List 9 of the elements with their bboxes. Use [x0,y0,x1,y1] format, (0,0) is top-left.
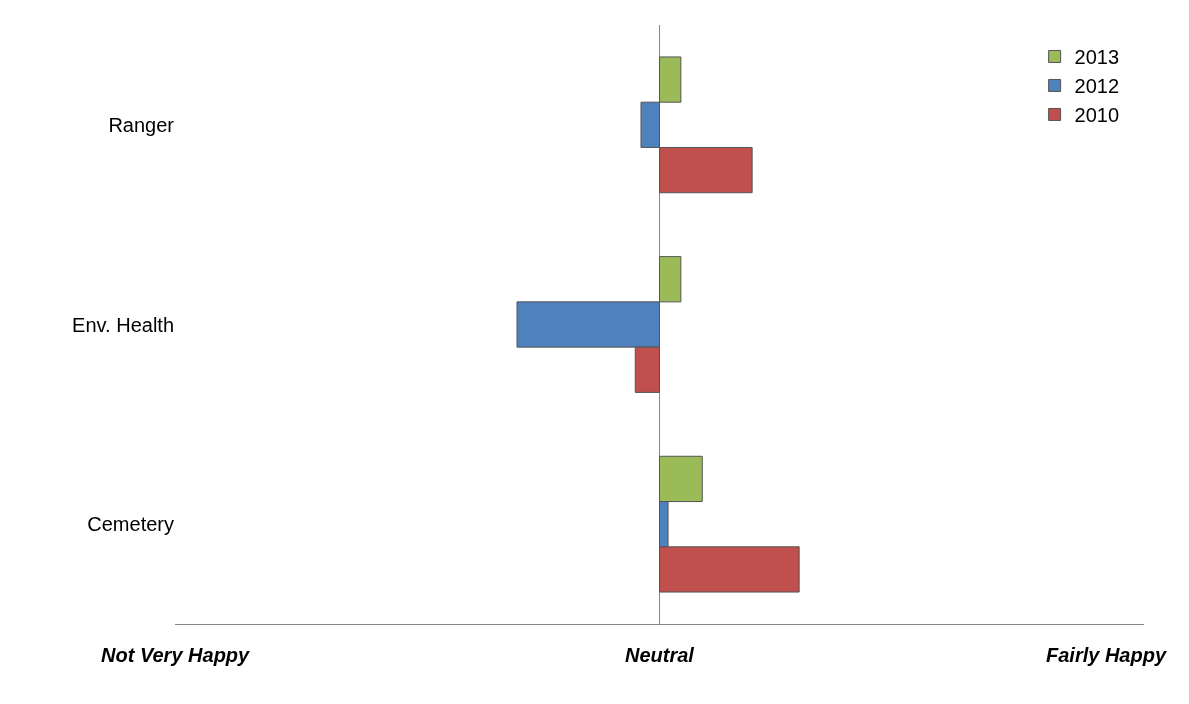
y-tick-label: Env. Health [72,313,174,336]
text: Not Very Happy [101,644,251,666]
legend-label: 2012 [1074,75,1120,98]
y-tick-label: Cemetery [87,513,174,536]
text: Neutral [625,644,695,666]
legend-label: 2010 [1074,104,1120,127]
y-tick-label: Ranger [108,113,175,136]
legend-label: 2013 [1074,46,1120,69]
text: Fairly Happy [1046,644,1167,666]
